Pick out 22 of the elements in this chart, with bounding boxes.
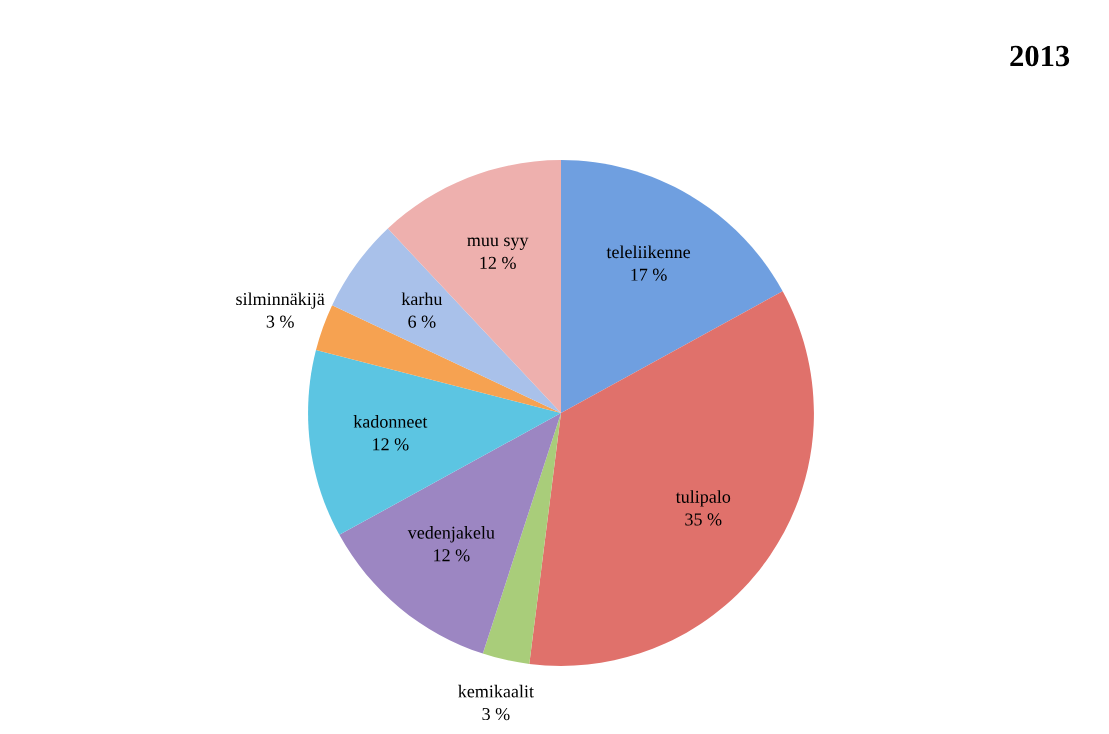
data-label: 12 % bbox=[373, 438, 409, 451]
slice-label: kemikaalit bbox=[458, 684, 534, 698]
slice-label: tulipalo bbox=[675, 490, 731, 507]
data-label: 17 % bbox=[631, 268, 667, 281]
pie-slice bbox=[332, 228, 561, 413]
data-label: 6 % bbox=[408, 315, 436, 328]
slice-label: vedenjakelu bbox=[407, 526, 495, 543]
slice-label: teleliikenne bbox=[606, 245, 691, 259]
pie-slice bbox=[561, 160, 783, 413]
slice-label: muu syy bbox=[467, 237, 529, 250]
text: 2013 bbox=[1010, 45, 1070, 67]
pie-slice bbox=[529, 291, 814, 666]
data-label: 12 % bbox=[434, 549, 470, 562]
slice-label: silminnäkijä bbox=[236, 292, 325, 309]
data-label: 35 % bbox=[685, 513, 722, 526]
slice-label: karhu bbox=[401, 292, 443, 306]
pie-slice bbox=[387, 160, 561, 413]
data-label: 3 % bbox=[266, 315, 294, 328]
pie-slice bbox=[339, 413, 561, 654]
data-label: 3 % bbox=[482, 707, 510, 721]
data-label: 12 % bbox=[480, 256, 516, 269]
slice-label: kadonneet bbox=[353, 415, 428, 428]
